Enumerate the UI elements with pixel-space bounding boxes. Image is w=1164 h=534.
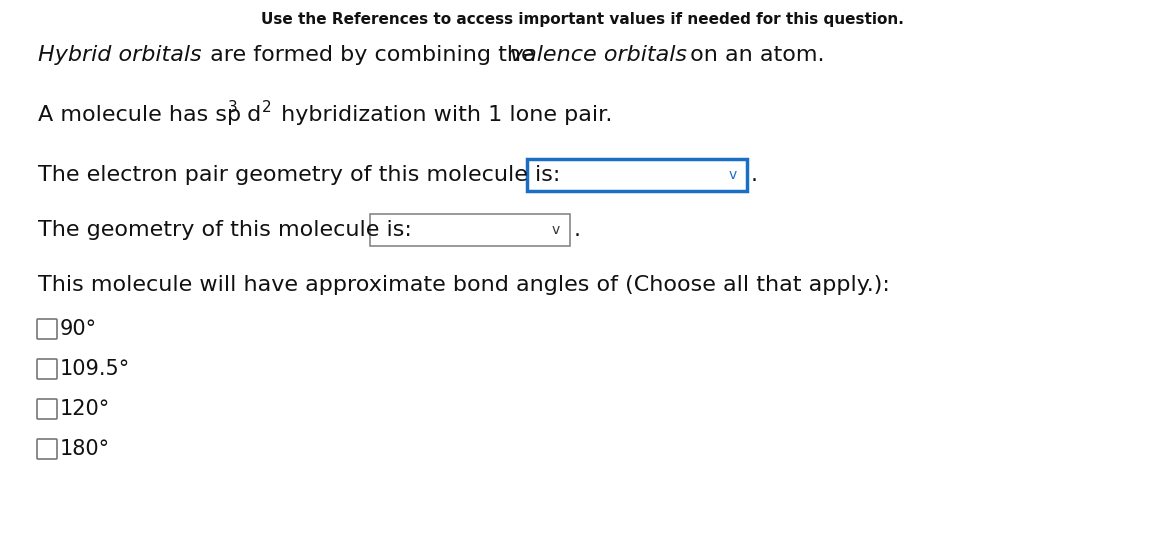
FancyBboxPatch shape [37,319,57,339]
Text: A molecule has sp: A molecule has sp [38,105,241,125]
Text: 109.5°: 109.5° [61,359,130,379]
Text: hybridization with 1 lone pair.: hybridization with 1 lone pair. [274,105,612,125]
Text: 90°: 90° [61,319,97,339]
Text: The geometry of this molecule is:: The geometry of this molecule is: [38,220,412,240]
Text: 3: 3 [228,99,237,114]
Text: 180°: 180° [61,439,111,459]
FancyBboxPatch shape [370,214,570,246]
Text: are formed by combining the: are formed by combining the [203,45,541,65]
Text: d: d [240,105,261,125]
Text: Hybrid orbitals: Hybrid orbitals [38,45,201,65]
Text: 2: 2 [262,99,271,114]
Text: The electron pair geometry of this molecule is:: The electron pair geometry of this molec… [38,165,560,185]
Text: .: . [751,165,758,185]
Text: This molecule will have approximate bond angles of (Choose all that apply.):: This molecule will have approximate bond… [38,275,889,295]
Text: 120°: 120° [61,399,111,419]
FancyBboxPatch shape [527,159,747,191]
Text: on an atom.: on an atom. [683,45,824,65]
FancyBboxPatch shape [37,359,57,379]
Text: v: v [729,168,737,182]
Text: v: v [552,223,560,237]
FancyBboxPatch shape [37,399,57,419]
Text: valence orbitals: valence orbitals [510,45,687,65]
Text: Use the References to access important values if needed for this question.: Use the References to access important v… [261,12,903,27]
FancyBboxPatch shape [37,439,57,459]
Text: .: . [574,220,581,240]
